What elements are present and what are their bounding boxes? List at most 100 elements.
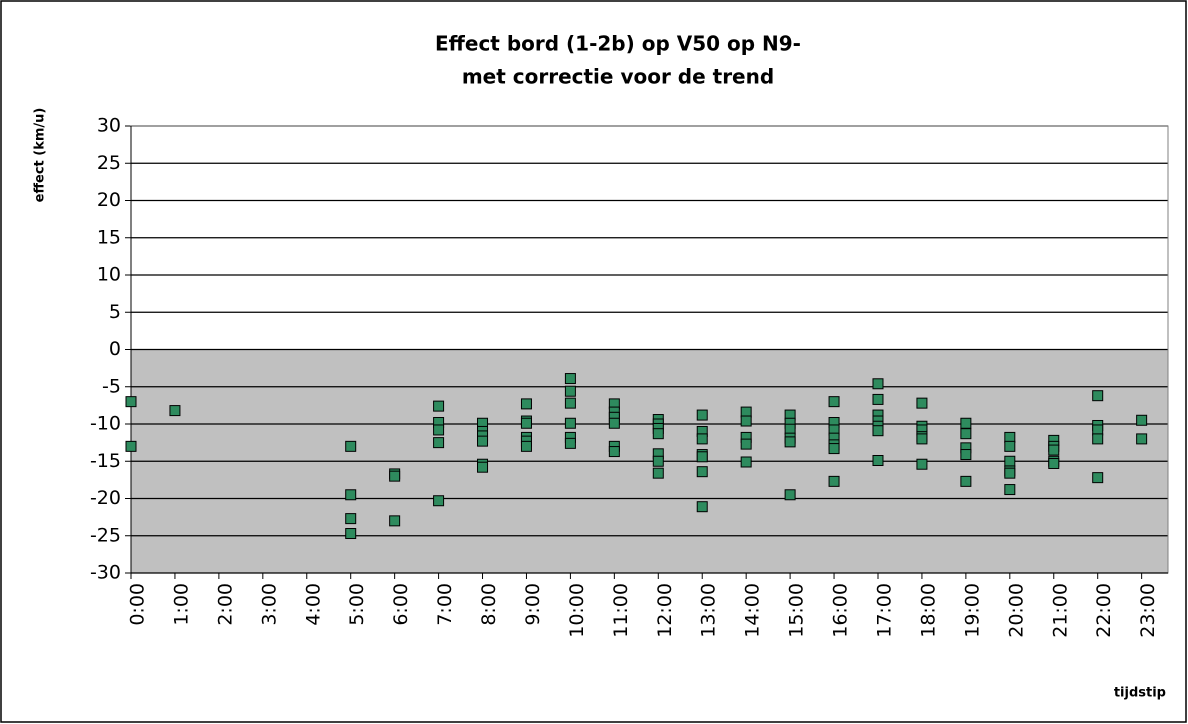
x-axis-title: tijdstip	[1114, 686, 1166, 701]
point	[960, 428, 972, 440]
point	[608, 417, 620, 429]
point	[916, 433, 928, 445]
point	[1004, 484, 1016, 496]
x-tick-label: 10:00	[566, 583, 588, 638]
point	[916, 397, 928, 409]
x-tick-label: 9:00	[522, 583, 544, 626]
y-tick-label: 5	[109, 301, 121, 323]
point	[960, 475, 972, 487]
point	[916, 458, 928, 470]
point	[345, 513, 357, 525]
point	[872, 378, 884, 390]
point	[433, 437, 445, 449]
x-tick-label: 5:00	[346, 583, 368, 626]
point	[389, 515, 401, 527]
point	[696, 451, 708, 463]
point	[564, 437, 576, 449]
x-tick-label: 4:00	[302, 583, 324, 626]
point	[520, 417, 532, 429]
point	[1136, 433, 1148, 445]
point	[433, 400, 445, 412]
point	[433, 424, 445, 436]
point	[564, 417, 576, 429]
x-tick-label: 6:00	[390, 583, 412, 626]
x-tick-label: 0:00	[127, 583, 149, 626]
point	[520, 440, 532, 452]
point	[696, 433, 708, 445]
point	[872, 425, 884, 437]
x-tick-label: 18:00	[917, 583, 939, 638]
x-tick-label: 20:00	[1005, 583, 1027, 638]
point	[740, 438, 752, 450]
x-tick-label: 14:00	[742, 583, 764, 638]
point	[1092, 390, 1104, 402]
point	[696, 501, 708, 513]
x-tick-label: 11:00	[610, 583, 632, 638]
y-tick-label: -10	[90, 413, 121, 435]
y-tick-label: -20	[90, 487, 121, 509]
point	[828, 443, 840, 455]
point	[740, 415, 752, 427]
x-tick-label: 3:00	[258, 583, 280, 626]
y-tick-label: 10	[97, 264, 121, 286]
point	[520, 398, 532, 410]
y-tick-label: -15	[90, 450, 121, 472]
point	[696, 466, 708, 478]
x-tick-label: 19:00	[961, 583, 983, 638]
y-tick-label: -25	[90, 524, 121, 546]
point	[652, 428, 664, 440]
point	[1048, 457, 1060, 469]
point	[1048, 444, 1060, 456]
x-tick-label: 8:00	[478, 583, 500, 626]
chart-title: Effect bord (1-2b) op V50 op N9-	[435, 32, 801, 56]
point	[125, 396, 137, 408]
point	[652, 467, 664, 479]
point	[872, 393, 884, 405]
point	[169, 405, 181, 417]
point	[1004, 455, 1016, 467]
x-tick-label: 13:00	[698, 583, 720, 638]
point	[696, 409, 708, 421]
point	[564, 385, 576, 397]
chart-title: met correctie voor de trend	[462, 65, 774, 89]
point	[608, 446, 620, 458]
point	[477, 435, 489, 447]
point	[477, 461, 489, 473]
y-axis-title: effect (km/u)	[33, 108, 48, 203]
point	[433, 495, 445, 507]
point	[564, 397, 576, 409]
y-tick-label: 30	[97, 115, 121, 137]
x-tick-label: 22:00	[1093, 583, 1115, 638]
y-tick-label: 15	[97, 226, 121, 248]
point	[1004, 467, 1016, 479]
point	[784, 489, 796, 501]
y-tick-label: 20	[97, 189, 121, 211]
y-tick-label: -30	[90, 562, 121, 584]
point	[564, 373, 576, 385]
point	[652, 455, 664, 467]
y-tick-label: 25	[97, 152, 121, 174]
point	[345, 528, 357, 540]
point	[345, 489, 357, 501]
x-tick-label: 21:00	[1049, 583, 1071, 638]
point	[784, 436, 796, 448]
point	[1092, 472, 1104, 484]
y-tick-label: 0	[109, 338, 121, 360]
point	[872, 455, 884, 467]
point	[960, 449, 972, 461]
point	[1136, 414, 1148, 426]
point	[125, 440, 137, 452]
x-tick-label: 2:00	[214, 583, 236, 626]
point	[960, 417, 972, 429]
point	[1092, 433, 1104, 445]
x-tick-label: 12:00	[654, 583, 676, 638]
point	[345, 440, 357, 452]
point	[389, 470, 401, 482]
x-tick-label: 23:00	[1137, 583, 1159, 638]
x-tick-label: 1:00	[170, 583, 192, 626]
x-tick-label: 7:00	[434, 583, 456, 626]
point	[828, 475, 840, 487]
y-tick-label: -5	[102, 375, 121, 397]
x-tick-label: 15:00	[786, 583, 808, 638]
